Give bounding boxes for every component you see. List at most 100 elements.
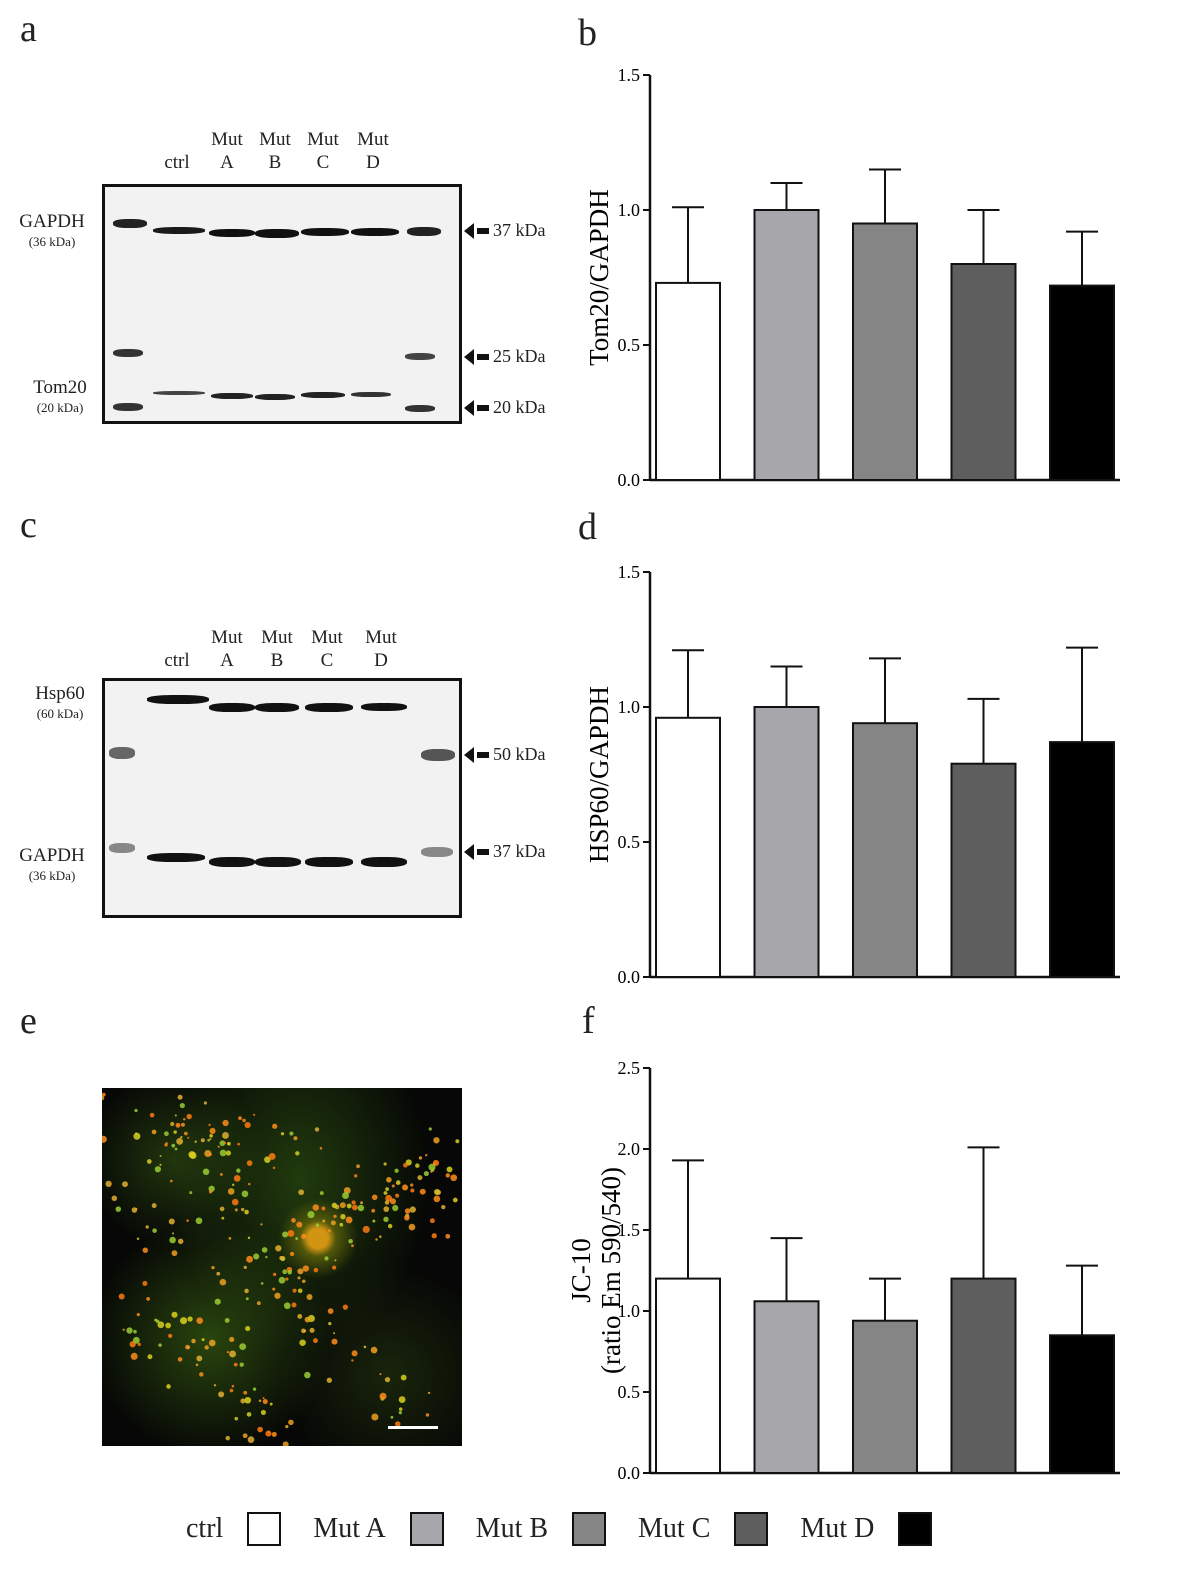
punctum: [396, 1182, 399, 1185]
bar-mut-b: [852, 722, 918, 978]
punctum: [244, 1121, 251, 1129]
punctum: [184, 1131, 188, 1136]
punctum: [118, 1293, 125, 1300]
punctum: [183, 1118, 186, 1121]
punctum: [428, 1127, 432, 1131]
punctum: [159, 1163, 162, 1166]
punctum: [390, 1415, 394, 1419]
punctum: [247, 1436, 255, 1443]
punctum: [135, 1207, 138, 1211]
punctum: [231, 1198, 239, 1206]
panel-letter-a: a: [20, 8, 37, 50]
bar-mut-d: [1049, 741, 1115, 978]
lane-label: Mut C: [311, 627, 343, 671]
punctum: [208, 1190, 213, 1194]
punctum: [262, 1397, 265, 1400]
punctum: [126, 1327, 133, 1334]
y-tick-label: 0.5: [618, 832, 641, 852]
punctum: [321, 1206, 326, 1211]
punctum: [287, 1230, 295, 1237]
punctum: [246, 1412, 252, 1417]
punctum: [345, 1216, 353, 1224]
punctum: [353, 1174, 358, 1178]
punctum: [383, 1162, 387, 1166]
punctum: [209, 1133, 213, 1138]
punctum: [334, 1259, 337, 1262]
punctum: [219, 1278, 227, 1286]
punctum: [187, 1136, 190, 1139]
bar-mut-b: [852, 222, 918, 481]
punctum: [242, 1433, 248, 1439]
y-tick-label: 1.5: [618, 1220, 641, 1240]
punctum: [201, 1338, 205, 1342]
punctum: [379, 1373, 382, 1376]
legend-label: Mut A: [313, 1513, 386, 1544]
punctum: [285, 1277, 289, 1281]
punctum: [229, 1336, 235, 1343]
marker-25kda: 25 kDa: [464, 346, 546, 367]
punctum: [272, 1123, 278, 1129]
punctum: [436, 1189, 442, 1195]
punctum: [445, 1233, 451, 1239]
punctum: [339, 1202, 346, 1209]
punctum: [328, 1229, 331, 1233]
lane-label: ctrl: [164, 152, 190, 173]
punctum: [133, 1329, 137, 1334]
punctum: [186, 1113, 192, 1120]
lane-label: Mut A: [211, 129, 243, 173]
punctum: [165, 1142, 168, 1145]
punctum: [297, 1268, 304, 1275]
punctum: [260, 1282, 264, 1285]
punctum: [157, 1321, 165, 1329]
punctum: [282, 1231, 289, 1238]
y-tick-label: 1.5: [618, 562, 641, 582]
punctum: [289, 1131, 294, 1136]
punctum: [289, 1251, 295, 1257]
punctum: [174, 1114, 177, 1117]
panel-letter-c: c: [20, 504, 37, 546]
bar-mut-c: [950, 1277, 1017, 1474]
punctum: [258, 1399, 262, 1403]
punctum: [233, 1362, 238, 1367]
punctum: [204, 1149, 212, 1157]
lane-label: Mut B: [261, 627, 293, 671]
bar-mut-a: [753, 209, 820, 481]
legend-label: Mut C: [638, 1513, 711, 1544]
punctum: [211, 1265, 215, 1270]
punctum: [134, 1108, 138, 1113]
punctum: [389, 1198, 397, 1205]
punctum: [223, 1141, 227, 1145]
y-tick-label: 0.5: [618, 335, 641, 355]
punctum: [282, 1441, 289, 1446]
punctum: [404, 1208, 411, 1214]
punctum: [194, 1140, 197, 1143]
punctum: [133, 1132, 141, 1140]
punctum: [253, 1113, 256, 1116]
lane-label: ctrl: [164, 650, 190, 671]
punctum: [244, 1288, 249, 1294]
punctum: [246, 1255, 254, 1263]
bar-chart-tom20: 0.0 0.5 1.0 1.5 Tom20/GAPDH: [584, 65, 1120, 490]
punctum: [219, 1173, 223, 1176]
punctum: [243, 1390, 248, 1395]
lane-label: Mut C: [307, 129, 339, 173]
punctum: [196, 1317, 204, 1324]
punctum: [214, 1298, 221, 1305]
punctum: [296, 1221, 303, 1228]
punctum: [175, 1122, 181, 1128]
punctum: [245, 1297, 249, 1301]
y-tick-label: 0.0: [618, 967, 641, 987]
punctum: [234, 1208, 238, 1212]
punctum: [226, 1141, 231, 1146]
y-tick-label: 1.0: [618, 1301, 641, 1321]
panel-letter-b: b: [578, 12, 597, 54]
marker-20kda: 20 kDa: [464, 397, 546, 418]
punctum: [383, 1191, 388, 1195]
punctum: [244, 1396, 252, 1404]
punctum: [383, 1206, 390, 1212]
punctum: [151, 1203, 157, 1209]
punctum: [243, 1265, 247, 1269]
punctum: [384, 1376, 391, 1383]
punctum: [424, 1153, 428, 1157]
punctum: [218, 1391, 225, 1398]
